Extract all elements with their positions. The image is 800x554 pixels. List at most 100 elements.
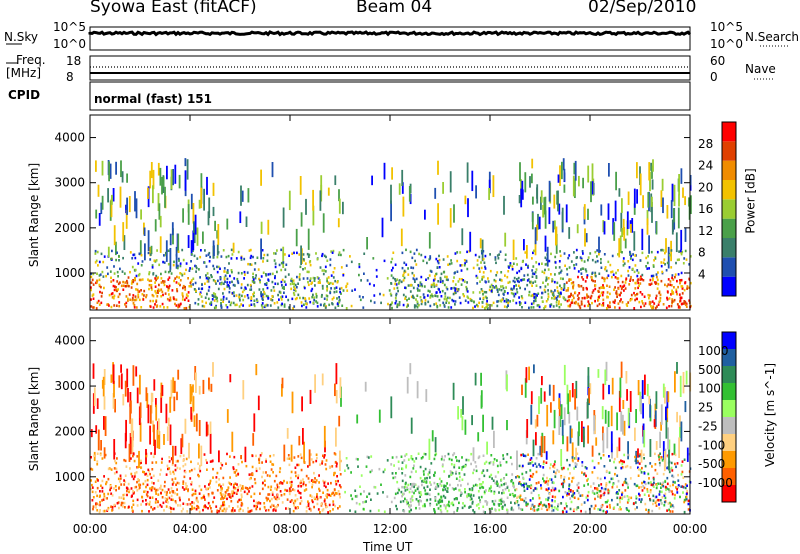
velocity-cell bbox=[581, 464, 584, 467]
power-cell bbox=[101, 160, 104, 176]
velocity-cell bbox=[571, 494, 573, 498]
velocity-cell bbox=[305, 510, 308, 513]
velocity-cell bbox=[174, 500, 177, 503]
power-cell bbox=[108, 161, 110, 182]
velocity-cell bbox=[574, 389, 576, 410]
power-cell bbox=[214, 295, 217, 299]
velocity-cell bbox=[671, 492, 674, 496]
power-cell bbox=[209, 255, 211, 259]
velocity-cell bbox=[417, 452, 420, 455]
velocity-cell bbox=[378, 467, 381, 471]
power-cell bbox=[307, 283, 310, 287]
power-cell bbox=[126, 281, 129, 285]
power-cell bbox=[269, 304, 272, 307]
power-cell bbox=[319, 190, 322, 211]
power-cell bbox=[632, 279, 634, 282]
power-cell bbox=[253, 268, 256, 271]
power-cell bbox=[469, 297, 472, 301]
velocity-cell bbox=[558, 401, 561, 418]
power-cell bbox=[273, 289, 276, 292]
velocity-cell bbox=[153, 487, 156, 490]
velocity-cell bbox=[184, 463, 187, 466]
power-cell bbox=[528, 290, 531, 294]
velocity-cell bbox=[161, 496, 164, 499]
velocity-cell bbox=[401, 485, 403, 489]
velocity-cell bbox=[476, 484, 479, 487]
power-cell bbox=[481, 289, 484, 293]
power-cell bbox=[119, 267, 121, 271]
velocity-cell bbox=[116, 502, 119, 505]
power-cell bbox=[148, 272, 150, 276]
power-cell bbox=[507, 304, 509, 307]
power-cell bbox=[188, 285, 191, 288]
power-cell bbox=[463, 259, 466, 262]
power-cell bbox=[460, 283, 463, 286]
velocity-cell bbox=[473, 468, 475, 472]
power-cell bbox=[474, 253, 477, 257]
power-cell bbox=[320, 175, 323, 195]
velocity-cell bbox=[188, 442, 190, 459]
power-cell bbox=[246, 294, 249, 297]
velocity-cell bbox=[581, 421, 583, 443]
power-colorbar-tick: 28 bbox=[698, 137, 713, 151]
velocity-cell bbox=[508, 489, 510, 492]
velocity-cell bbox=[323, 456, 325, 459]
velocity-cell bbox=[451, 472, 454, 475]
power-cell bbox=[155, 278, 157, 282]
power-cell bbox=[184, 288, 187, 291]
velocity-cell bbox=[444, 484, 447, 488]
power-cell bbox=[652, 264, 655, 267]
power-cell bbox=[96, 272, 98, 275]
power-cell bbox=[639, 259, 642, 262]
velocity-cell bbox=[208, 483, 210, 486]
velocity-cell bbox=[240, 495, 243, 499]
velocity-cell bbox=[673, 443, 676, 455]
velocity-cell bbox=[498, 499, 501, 502]
power-cell bbox=[238, 293, 241, 297]
power-cell bbox=[429, 257, 432, 260]
power-cell bbox=[607, 203, 610, 220]
power-cell bbox=[262, 288, 265, 291]
power-cell bbox=[154, 290, 157, 293]
velocity-cell bbox=[551, 495, 554, 498]
power-cell bbox=[290, 287, 293, 291]
velocity-cell bbox=[153, 507, 156, 510]
velocity-cell bbox=[255, 507, 258, 511]
power-cell bbox=[97, 184, 100, 197]
velocity-cell bbox=[390, 463, 393, 466]
power-cell bbox=[661, 270, 664, 274]
power-cell bbox=[331, 298, 334, 301]
power-cell bbox=[101, 291, 103, 295]
power-cell bbox=[332, 249, 335, 253]
velocity-cell bbox=[571, 456, 574, 459]
power-cell bbox=[164, 292, 167, 295]
power-cell bbox=[435, 272, 438, 276]
power-cell bbox=[393, 287, 396, 290]
velocity-cell bbox=[540, 501, 542, 504]
freq-left-tick-bottom: 8 bbox=[66, 70, 74, 84]
velocity-cell bbox=[414, 483, 416, 486]
power-cell bbox=[100, 285, 102, 289]
velocity-cell bbox=[584, 510, 587, 514]
power-cell bbox=[92, 272, 95, 276]
power-cell bbox=[317, 277, 320, 280]
power-cell bbox=[512, 292, 515, 296]
power-cell bbox=[107, 188, 109, 203]
power-cell bbox=[324, 270, 327, 273]
power-cell bbox=[654, 281, 656, 284]
power-cell bbox=[320, 295, 323, 298]
power-cell bbox=[358, 295, 361, 298]
power-cell bbox=[662, 249, 665, 252]
velocity-cell bbox=[299, 502, 302, 505]
velocity-cell bbox=[238, 498, 241, 502]
power-cell bbox=[332, 276, 335, 279]
velocity-cell bbox=[625, 507, 628, 510]
power-cell bbox=[587, 256, 590, 259]
power-cell bbox=[598, 302, 601, 306]
power-cell bbox=[620, 274, 623, 278]
velocity-cell bbox=[132, 454, 134, 458]
velocity-cell bbox=[293, 488, 296, 492]
velocity-cell bbox=[290, 444, 293, 462]
velocity-cell bbox=[168, 460, 171, 463]
velocity-cell bbox=[261, 461, 263, 464]
